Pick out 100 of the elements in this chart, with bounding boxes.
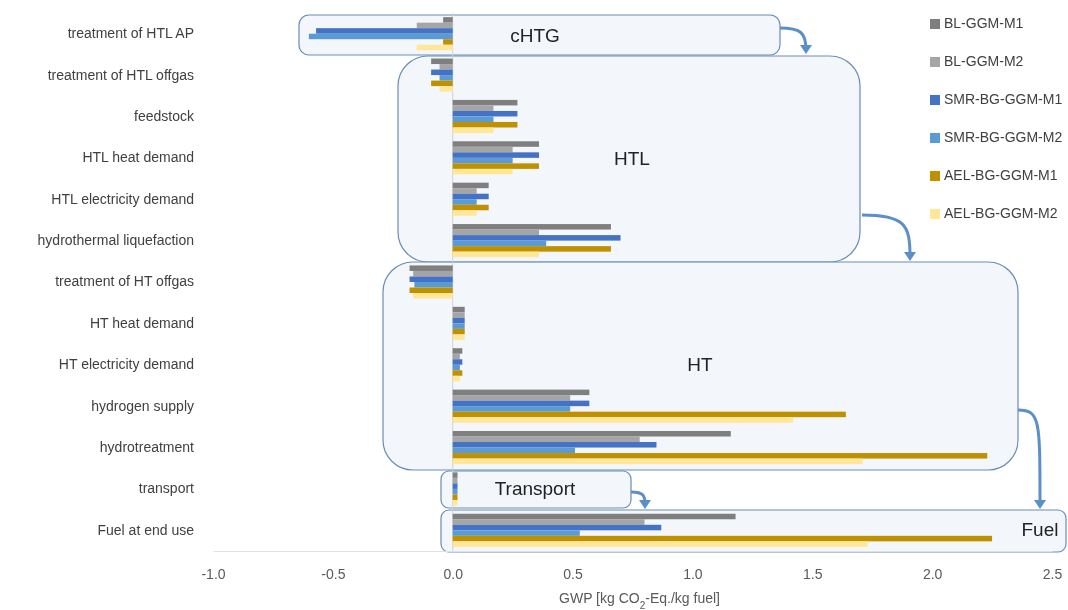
bar (452, 494, 458, 500)
bar (452, 141, 540, 147)
bar (452, 182, 489, 189)
bar (452, 519, 645, 525)
bar (452, 204, 489, 211)
bar (452, 430, 731, 437)
y-tick-label: hydrotreatment (99, 439, 195, 456)
bar (431, 69, 453, 76)
bar (452, 328, 465, 335)
bar (452, 406, 571, 412)
legend-label: BL-GGM-M2 (944, 52, 1024, 69)
bar (452, 334, 465, 340)
y-tick-label: hydrothermal liquefaction (37, 232, 194, 249)
legend-label: BL-GGM-M1 (944, 14, 1024, 31)
bar (452, 530, 580, 536)
y-tick-label: transport (138, 480, 195, 497)
bar (452, 229, 540, 236)
bar (452, 499, 458, 506)
bar (452, 370, 463, 376)
bar (409, 287, 453, 294)
bar (452, 458, 863, 465)
bar (416, 44, 453, 51)
bar (452, 483, 458, 489)
bar (452, 199, 477, 205)
bar (409, 265, 453, 271)
bar (452, 513, 736, 520)
bar (452, 210, 477, 216)
bar (452, 323, 465, 329)
annotation: HTL (614, 148, 650, 170)
bar (452, 224, 611, 230)
bar (452, 436, 640, 443)
x-tick-label: 0.0 (443, 565, 464, 582)
x-tick-label: 0.5 (563, 565, 584, 582)
annotation: Transport (494, 478, 577, 500)
bar (452, 168, 513, 175)
bar (452, 157, 513, 164)
bar (452, 472, 458, 478)
bar (452, 116, 494, 122)
legend-label: AEL-BG-GGM-M1 (944, 166, 1058, 183)
bar (452, 251, 540, 258)
legend-label: SMR-BG-GGM-M1 (944, 90, 1063, 107)
y-tick-label: treatment of HTL AP (67, 25, 194, 42)
bar (439, 86, 453, 92)
legend-label: SMR-BG-GGM-M2 (944, 128, 1063, 145)
bar (452, 488, 458, 495)
bar (452, 395, 571, 401)
bar (431, 80, 453, 87)
x-tick-label: 2.0 (922, 565, 943, 582)
bar (452, 317, 465, 324)
bar (443, 17, 453, 23)
bar (452, 193, 489, 200)
y-tick-label: HTL electricity demand (51, 190, 194, 207)
bar (452, 417, 794, 423)
bar (316, 28, 453, 34)
bar (452, 359, 463, 365)
x-tick-label: 1.5 (803, 565, 823, 582)
x-tick-label: -0.5 (321, 565, 346, 582)
bar (452, 535, 993, 542)
bar (452, 235, 621, 241)
bar (452, 105, 494, 111)
bar (452, 110, 518, 117)
y-tick-label: HT electricity demand (58, 356, 194, 373)
bar (431, 58, 453, 65)
x-tick-label: -1.0 (201, 565, 226, 582)
y-tick-label: treatment of HT offgas (55, 273, 194, 290)
x-tick-label: 2.5 (1042, 565, 1063, 582)
bar (413, 293, 453, 299)
y-tick-label: hydrogen supply (91, 397, 194, 414)
bar (439, 64, 453, 70)
bar (452, 240, 547, 247)
bar (452, 99, 518, 106)
y-tick-label: HT heat demand (89, 314, 194, 331)
y-tick-label: feedstock (134, 107, 195, 124)
bar (452, 477, 458, 484)
bar (452, 400, 590, 407)
bar (452, 188, 477, 194)
annotation: Fuel (1021, 519, 1059, 541)
bar (452, 146, 513, 153)
bar (452, 246, 611, 252)
y-tick-label: treatment of HTL offgas (47, 66, 194, 83)
bar (452, 447, 575, 454)
bar (452, 442, 657, 448)
annotation: HT (687, 354, 714, 376)
x-axis-title: GWP [kg CO$_{2}$-Eq./kg fuel] (559, 590, 720, 610)
bar (452, 541, 868, 547)
bar (308, 33, 453, 40)
y-tick-label: HTL heat demand (82, 149, 194, 166)
bar (452, 389, 590, 396)
bar (409, 276, 453, 282)
y-tick-label: Fuel at end use (97, 521, 195, 538)
bar (416, 22, 453, 29)
bar (443, 39, 453, 45)
bar (452, 163, 540, 169)
bar (452, 152, 540, 158)
bar (452, 348, 463, 354)
bar (413, 270, 453, 277)
bar (452, 312, 465, 318)
bar (452, 453, 988, 459)
bar (439, 75, 453, 81)
bar (414, 282, 453, 288)
